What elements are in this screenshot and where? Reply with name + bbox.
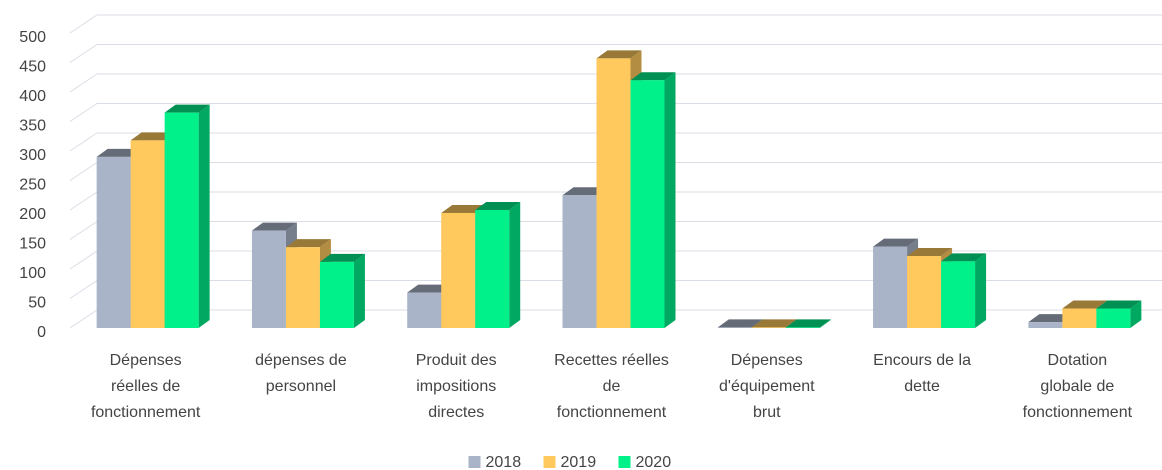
bar-top <box>717 319 763 328</box>
legend-label: 2019 <box>561 454 597 470</box>
bar <box>96 156 131 328</box>
x-tick-label: globale de <box>1040 378 1114 395</box>
x-tick-label: fonctionnement <box>1023 404 1133 421</box>
bar-side <box>819 319 831 328</box>
bar <box>562 195 597 328</box>
y-tick-label: 50 <box>28 295 46 312</box>
legend-label: 2020 <box>636 454 672 470</box>
bar-top <box>96 148 142 157</box>
y-tick-label: 450 <box>19 59 46 76</box>
x-tick-label: Produit des <box>416 352 497 369</box>
x-tick-label: réelles de <box>111 378 180 395</box>
bar <box>285 247 320 328</box>
bar <box>319 261 354 328</box>
grid-line <box>69 14 1162 34</box>
grid-line <box>69 44 1162 63</box>
bar-top <box>285 239 331 248</box>
bar-top <box>1062 300 1108 309</box>
bar-top <box>164 104 210 113</box>
x-tick-label: Encours de la <box>873 352 971 369</box>
bar-top <box>562 187 608 196</box>
bar <box>785 327 820 328</box>
bar <box>907 256 942 328</box>
y-tick-label: 500 <box>19 29 46 46</box>
bar-side <box>353 253 365 328</box>
bar <box>717 327 752 328</box>
bar-top <box>1028 314 1074 323</box>
y-tick-label: 400 <box>19 88 46 105</box>
y-tick-label: 150 <box>19 236 46 253</box>
bar <box>941 261 976 328</box>
bar <box>751 327 786 328</box>
bar <box>873 246 908 328</box>
bar-top <box>130 132 176 141</box>
bar-side <box>509 202 521 328</box>
bar <box>1096 308 1131 328</box>
bar-top <box>751 319 797 328</box>
x-tick-label: dépenses de <box>255 352 347 369</box>
bar <box>596 58 631 329</box>
y-tick-label: 0 <box>37 324 46 341</box>
y-tick-label: 200 <box>19 206 46 223</box>
bar <box>407 292 442 328</box>
bar-top <box>475 202 521 210</box>
bar-top <box>907 248 953 257</box>
bar-side <box>975 253 987 328</box>
x-tick-label: directes <box>428 404 484 421</box>
legend-label: 2018 <box>486 454 522 470</box>
x-tick-label: Dépenses <box>110 352 182 369</box>
x-tick-label: Dépenses <box>731 352 803 369</box>
x-tick-label: de <box>603 378 621 395</box>
legend-swatch <box>543 456 556 468</box>
x-tick-label: fonctionnement <box>91 404 201 421</box>
x-tick-label: impositions <box>416 378 496 395</box>
bar <box>441 212 476 328</box>
grid-line <box>69 73 1162 93</box>
bar-side <box>664 72 676 328</box>
bar <box>1028 322 1063 328</box>
bar-top <box>941 253 987 262</box>
bar <box>164 112 199 329</box>
bar <box>630 80 665 328</box>
y-tick-label: 350 <box>19 118 46 135</box>
bar <box>1062 308 1097 328</box>
bar-top <box>785 319 831 328</box>
bar-top <box>596 50 642 59</box>
x-tick-label: personnel <box>266 378 336 395</box>
bar-top <box>319 253 365 262</box>
y-tick-label: 100 <box>19 265 46 282</box>
x-tick-label: Recettes réelles <box>554 352 669 369</box>
bar <box>475 210 510 328</box>
bar <box>251 230 286 328</box>
bar <box>130 140 165 328</box>
bar-top <box>630 72 676 81</box>
bar-top <box>441 204 487 213</box>
bar-top <box>873 238 919 247</box>
bar-top <box>407 284 453 293</box>
bar-top <box>251 222 297 231</box>
y-tick-label: 300 <box>19 147 46 164</box>
y-tick-label: 250 <box>19 177 46 194</box>
grid-line <box>69 103 1162 122</box>
legend-swatch <box>618 456 631 468</box>
x-tick-label: d'équipement <box>719 378 815 395</box>
x-tick-label: brut <box>753 404 781 421</box>
bar-side <box>1130 300 1142 328</box>
x-tick-label: fonctionnement <box>557 404 667 421</box>
grid-line <box>69 132 1162 152</box>
x-tick-label: Dotation <box>1048 352 1108 369</box>
bar-top <box>1096 300 1142 309</box>
x-tick-label: dette <box>904 378 940 395</box>
legend-swatch <box>468 456 481 468</box>
bar-side <box>198 104 210 329</box>
